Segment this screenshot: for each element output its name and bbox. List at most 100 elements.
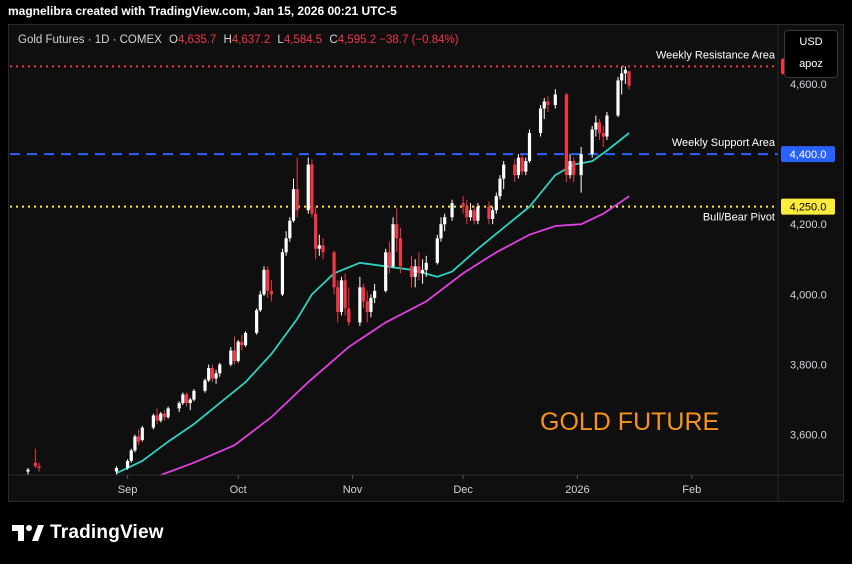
candle [546,96,550,112]
candle-body [520,157,524,172]
candle-body [243,332,248,346]
tradingview-logo[interactable]: TradingView [12,522,164,544]
candle [494,192,498,214]
candle-body [339,280,344,312]
candle [472,204,476,225]
candle-body [391,224,395,267]
candle [395,208,399,253]
candle-body [181,394,185,404]
close-label: C [329,34,338,46]
candle-body [255,310,259,333]
chart-annotation: GOLD FUTURE [540,408,719,436]
candle [240,334,244,351]
candle [321,238,325,260]
candle [243,331,248,347]
candle-body [295,189,299,211]
candle [155,408,159,425]
candle [391,217,395,269]
candle [443,213,447,232]
candle-body [291,189,296,221]
candle [369,294,373,318]
candle [491,206,495,225]
price-tag [781,198,835,215]
price-tick-label: 4,000.0 [790,289,827,301]
candle-body [409,266,414,277]
candle [435,234,439,265]
candle [361,283,366,309]
candle [336,280,340,323]
close-value: 4,595.2 [337,34,377,46]
candle-body [494,196,498,211]
candle-body [258,294,262,311]
currency-label: USD [799,36,823,48]
candle [439,217,443,242]
candle [476,203,480,225]
time-tick-label: Oct [230,484,247,496]
candle [620,66,624,95]
candle-body [387,252,391,267]
candle [332,250,336,295]
price-chart[interactable]: 3,600.0 3,800.0 4,000.0 4,200.0 4,400.0 4,600… [0,0,852,510]
candle-body [605,115,609,137]
candle-body [553,94,557,105]
price-tag [781,146,835,163]
candle-body [317,245,321,249]
candle-body [232,350,237,362]
candle [280,248,285,297]
price-tick-label: 4,200.0 [790,219,827,231]
candle-body [133,436,137,451]
time-tick-label: Dec [453,484,473,496]
candle [181,392,185,405]
candle [184,392,189,407]
candle-body [347,308,351,323]
candle [33,448,37,468]
candle [568,154,572,179]
candle [498,175,502,200]
candle [236,339,240,363]
candle-body [284,238,288,253]
candle [616,76,620,118]
change-value: −38.7 (−0.84%) [379,34,459,46]
candle-body [114,467,119,472]
candle [125,459,130,470]
candle-body [236,341,240,362]
candle [627,70,631,90]
price-tag-label: 4,400.0 [790,149,827,161]
candle-body [524,161,528,172]
candle-body [468,210,473,218]
currency-unit-button[interactable]: USD apoz [784,30,838,78]
level-label: Weekly Resistance Area [656,49,776,61]
unit-label: apoz [799,58,823,70]
candles [26,66,631,475]
candle-body [568,161,572,176]
candle [339,276,344,316]
candle [424,255,428,277]
candle [513,159,517,183]
candle-body [424,262,428,270]
candle [151,413,155,430]
candle-body [476,206,480,221]
candle-body [498,178,502,197]
candle [214,369,218,384]
price-tag-label: 4,250.0 [790,202,827,214]
candle-body [420,269,425,274]
candle-body [527,133,532,162]
candle-body [627,71,631,86]
candle-body [218,364,222,374]
candle-body [358,287,362,323]
candle-body [332,252,336,288]
candle [192,389,196,402]
candle-body [37,466,41,468]
candle-body [435,238,439,263]
candle-body [155,415,159,421]
price-tick-label: 3,600.0 [790,430,827,442]
price-tick-label: 3,800.0 [790,360,827,372]
brand-name: TradingView [50,522,164,543]
high-value: 4,637.2 [231,34,271,46]
candle-body [516,157,521,176]
candle-body [310,164,314,214]
candle [317,234,321,256]
candle [542,97,546,119]
candle-body [240,341,244,346]
candle-body [26,469,30,472]
